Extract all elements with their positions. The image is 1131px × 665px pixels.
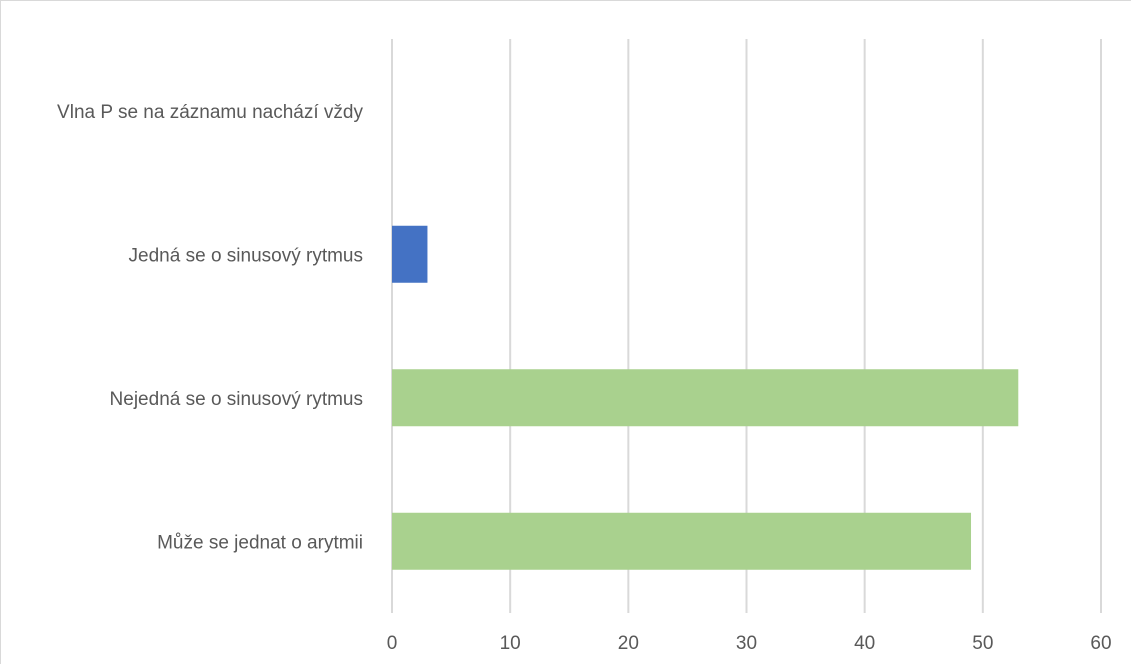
category-label-2: Nejedná se o sinusový rytmus	[110, 389, 363, 410]
x-tick-label-0: 0	[387, 633, 398, 654]
bar-1	[392, 225, 428, 283]
x-tick-label-2: 20	[618, 633, 639, 654]
x-tick-label-1: 10	[500, 633, 521, 654]
category-label-3: Může se jednat o arytmii	[157, 532, 363, 553]
category-label-1: Jedná se o sinusový rytmus	[129, 245, 363, 266]
x-tick-label-5: 50	[972, 633, 993, 654]
x-tick-label-4: 40	[854, 633, 875, 654]
bar-3	[392, 512, 972, 570]
x-tick-label-3: 30	[736, 633, 757, 654]
bar-2	[392, 369, 1019, 427]
x-tick-label-6: 60	[1090, 633, 1111, 654]
category-label-0: Vlna P se na záznamu nachází vždy	[57, 102, 363, 123]
